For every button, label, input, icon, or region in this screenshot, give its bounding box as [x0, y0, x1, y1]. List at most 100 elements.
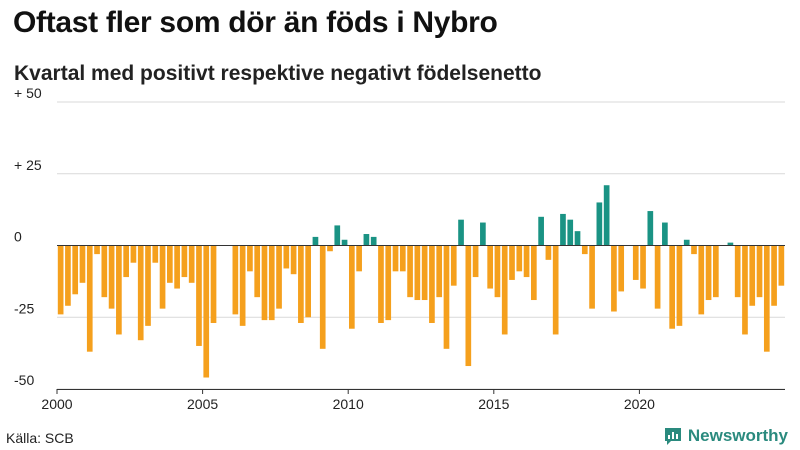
bar [647, 211, 654, 246]
newsworthy-logo-icon [664, 428, 681, 445]
bar [276, 245, 282, 309]
bar [603, 185, 610, 246]
bar [334, 225, 341, 246]
bar [531, 245, 537, 301]
bar [734, 245, 741, 298]
bar [763, 245, 770, 352]
bar [145, 245, 151, 326]
bar [421, 245, 428, 301]
bar [137, 245, 144, 341]
bar [94, 245, 100, 255]
chart-subtitle: Kvartal med positivt respektive negativt… [14, 62, 542, 85]
bar [130, 245, 137, 263]
bar [756, 245, 763, 298]
bar [654, 245, 661, 309]
brand-name: Newsworthy [687, 426, 788, 445]
bar [298, 245, 304, 323]
bar [676, 245, 683, 326]
bar [662, 222, 668, 246]
bar [727, 242, 734, 246]
bar [370, 236, 377, 246]
bar [691, 245, 697, 255]
bar [567, 219, 574, 246]
bar [385, 245, 392, 321]
bar [312, 236, 319, 246]
bar [247, 245, 253, 272]
bar [640, 245, 646, 289]
bar [167, 245, 173, 283]
bar [705, 245, 712, 301]
y-tick-label: -25 [14, 300, 34, 316]
bar [429, 245, 435, 323]
bar [290, 245, 297, 275]
bar [159, 245, 166, 309]
bar [436, 245, 443, 298]
bar [414, 245, 421, 301]
bar [101, 245, 108, 298]
bar [669, 245, 675, 329]
bar [560, 213, 566, 246]
chart-title: Oftast fler som dör än föds i Nybro [13, 6, 498, 39]
bar [57, 245, 64, 315]
bar [683, 239, 690, 246]
bar [450, 245, 457, 286]
bar [742, 245, 748, 335]
bar [349, 245, 355, 329]
bar [254, 245, 261, 298]
bar-chart: + 50 + 25 0 -25 -50 2000 2005 2010 2015 2020 [14, 85, 785, 412]
bar [363, 234, 370, 246]
bar [574, 231, 581, 246]
bar [232, 245, 239, 315]
bar [392, 245, 399, 272]
bar [72, 245, 79, 295]
bar [196, 245, 202, 346]
brand-logo: Newsworthy [663, 426, 788, 446]
bar [516, 245, 523, 272]
bar [356, 245, 362, 272]
y-tick-label: -50 [14, 372, 34, 388]
y-tick-label: + 50 [14, 85, 42, 101]
bar [589, 245, 595, 309]
bar [611, 245, 617, 312]
bar [458, 219, 464, 246]
bar [581, 245, 588, 255]
bar [509, 245, 515, 280]
bar [378, 245, 384, 323]
bar [399, 245, 406, 272]
bar [210, 245, 217, 323]
bar [181, 245, 188, 278]
x-tick-label: 2015 [478, 396, 509, 412]
bar [443, 245, 450, 349]
x-tick-label: 2000 [41, 396, 72, 412]
bar [632, 245, 639, 280]
bar [319, 245, 326, 349]
x-tick-label: 2005 [187, 396, 218, 412]
bar [523, 245, 530, 278]
bar [713, 245, 719, 298]
bar [65, 245, 71, 306]
bar [283, 245, 290, 269]
bar [79, 245, 86, 283]
bar [778, 245, 785, 286]
x-tick-label: 2010 [333, 396, 364, 412]
bar [545, 245, 552, 260]
bar [305, 245, 311, 318]
bar [465, 245, 472, 367]
bar [341, 239, 348, 246]
bar [203, 245, 210, 378]
bar [538, 216, 544, 246]
bar [86, 245, 93, 352]
bar [108, 245, 115, 309]
y-tick-label: + 25 [14, 157, 42, 173]
bar [494, 245, 501, 298]
bar [749, 245, 756, 306]
bar [472, 245, 479, 278]
bar [771, 245, 777, 306]
bar [152, 245, 159, 263]
source-note: Källa: SCB [6, 430, 74, 446]
bar [261, 245, 268, 321]
bar [188, 245, 195, 283]
bar [327, 245, 333, 252]
bar [407, 245, 413, 298]
bar [552, 245, 559, 335]
